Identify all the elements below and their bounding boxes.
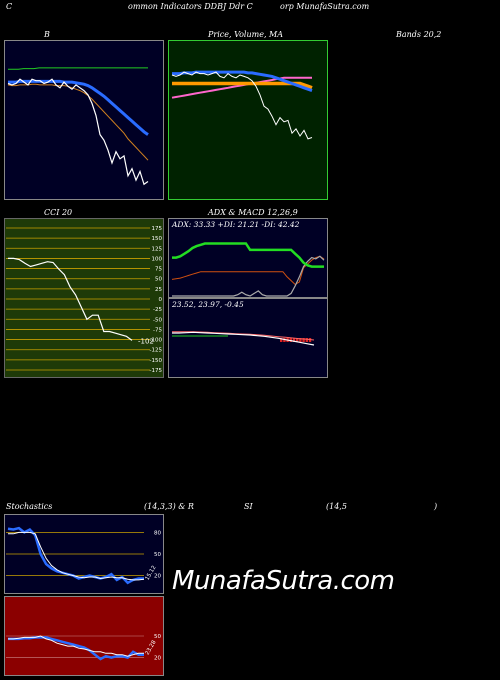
cci-tick-label: -50 [153,317,162,323]
rsi-label: SI [244,502,253,511]
stoch-params: (14,3,3) & R [144,502,194,511]
cci-label: CCI 20 [44,208,73,217]
bb-middle-band [8,79,149,136]
macd-histogram-bar [305,338,308,342]
rsi-params: (14,5 [326,502,347,511]
watermark: MunafaSutra.com [172,566,395,596]
macd-histogram-bar [280,338,283,342]
stoch-d-line [8,531,145,581]
adx-chart: ADX: 33.33 +DI: 21.21 -DI: 42.42 [168,218,328,298]
price-panel [168,40,328,200]
cci-tick-label: -100 [150,338,163,344]
stoch-tick-label: 20 [154,574,161,580]
price-label: Price, Volume, MA [208,30,284,39]
plus-di-line [172,255,325,297]
cci-panel: 175 150 125 100 75 50 25 0 -25 -50 -75 -100 -125 -150… [4,218,164,378]
cci-chart: 175 150 125 100 75 50 25 0 -25 -50 -75 -100 -125 -150… [4,218,164,378]
cci-tick-label: 0 [159,297,163,303]
adx-readout: ADX: 33.33 +DI: 21.21 -DI: 42.42 [171,220,300,229]
rsi-tick-label: 50 [154,634,161,640]
bollinger-chart [4,40,164,200]
cci-tick-label: 125 [152,246,163,252]
macd-histogram-bar [289,338,292,342]
bollinger-label: B [44,30,50,39]
cci-tick-label: -75 [153,327,162,333]
header-left: C [6,2,13,11]
macd-histogram-bar [292,338,296,342]
cci-tick-label: 175 [152,226,163,232]
bb-lower-band [7,83,149,161]
cci-end-label: -102 [138,337,154,345]
cci-tick-label: -175 [150,368,163,374]
header-mid: ommon Indicators DDBJ Ddr C [128,2,253,11]
bb-upper-band [8,67,148,70]
rsi-tick-label: 20 [154,656,161,662]
macd-line [172,331,315,346]
macd-chart: 23.52, 23.97, -0.45 [168,298,328,378]
macd-histogram-bar [302,338,305,342]
macd-panel: 23.52, 23.97, -0.45 [168,298,328,378]
stoch-tick-label: 80 [154,530,161,536]
stoch-label: Stochastics [6,502,53,511]
macd-histogram-bar [299,338,302,342]
cci-tick-label: -25 [153,307,162,313]
cci-tick-label: 75 [155,267,162,273]
header-right: orp MunafaSutra.com [280,2,370,11]
macd-histogram-bar [296,338,299,342]
cci-line [8,257,133,341]
cci-tick-label: 50 [155,277,162,283]
minus-di-line [171,255,325,286]
adx-line [172,242,324,268]
adx-macd-label: ADX & MACD 12,26,9 [208,208,298,217]
bollinger-panel [4,40,164,200]
rsi-panel: 50 20 23.28 [4,596,164,676]
cci-tick-label: 25 [155,287,162,293]
stoch-panel: 80 50 20 15.12 [4,514,164,594]
rsi-close: ) [434,502,438,511]
cci-tick-label: -150 [150,358,163,364]
stoch-tick-label: 50 [154,552,161,558]
macd-signal-line [172,331,315,341]
macd-readout: 23.52, 23.97, -0.45 [171,300,244,309]
cci-tick-label: -125 [150,348,163,354]
cci-tick-label: 100 [152,256,163,262]
price-line [171,71,313,140]
adx-panel: ADX: 33.33 +DI: 21.21 -DI: 42.42 [168,218,328,298]
cci-tick-label: 150 [152,236,163,242]
bands-label: Bands 20,2 [396,30,442,39]
rsi-average-line [8,635,144,657]
bb-price-line [7,78,149,186]
rsi-line [8,636,144,661]
price-chart [168,40,328,200]
